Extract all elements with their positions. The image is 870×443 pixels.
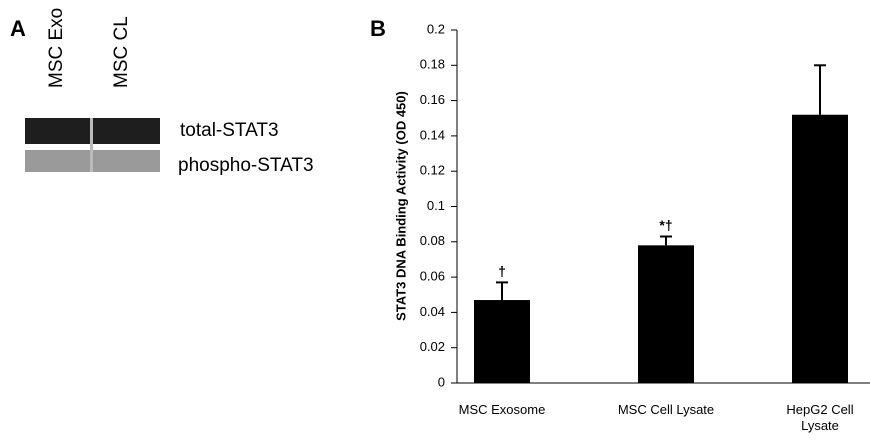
lane-label: MSC Exo — [46, 8, 67, 88]
x-tick-label: MSC Exosome — [442, 402, 562, 418]
y-tick-label: 0.2 — [427, 21, 445, 36]
figure: A B MSC Exo MSC CL total-STAT3 phospho-S… — [0, 0, 870, 443]
x-tick-label: MSC Cell Lysate — [606, 402, 726, 418]
band-label: total-STAT3 — [180, 120, 279, 141]
x-tick-label: HepG2 Cell Lysate — [770, 402, 870, 434]
y-tick-label: 0.08 — [420, 233, 445, 248]
y-tick-label: 0.06 — [420, 269, 445, 284]
y-tick-label: 0.12 — [420, 163, 445, 178]
y-tick-label: 0.14 — [420, 127, 445, 142]
y-tick-label: 0.16 — [420, 92, 445, 107]
y-tick-label: 0.04 — [420, 304, 445, 319]
band-label: phospho-STAT3 — [178, 155, 314, 176]
y-tick-label: 0.1 — [427, 198, 445, 213]
lane-label: MSC CL — [111, 16, 132, 88]
y-tick-label: 0.02 — [420, 339, 445, 354]
lane-gap — [90, 118, 93, 172]
y-axis-label: STAT3 DNA Binding Activity (OD 450) — [393, 91, 408, 321]
y-tick-label: 0.18 — [420, 57, 445, 72]
y-tick-label: 0 — [438, 374, 445, 389]
bar — [474, 300, 530, 383]
annotation: *† — [659, 217, 672, 233]
bar — [638, 245, 694, 383]
annotation: † — [498, 263, 506, 279]
panel-label: B — [370, 16, 386, 41]
bar — [792, 115, 848, 383]
page: A B MSC Exo MSC CL total-STAT3 phospho-S… — [0, 0, 870, 443]
panel-label: A — [10, 16, 26, 41]
